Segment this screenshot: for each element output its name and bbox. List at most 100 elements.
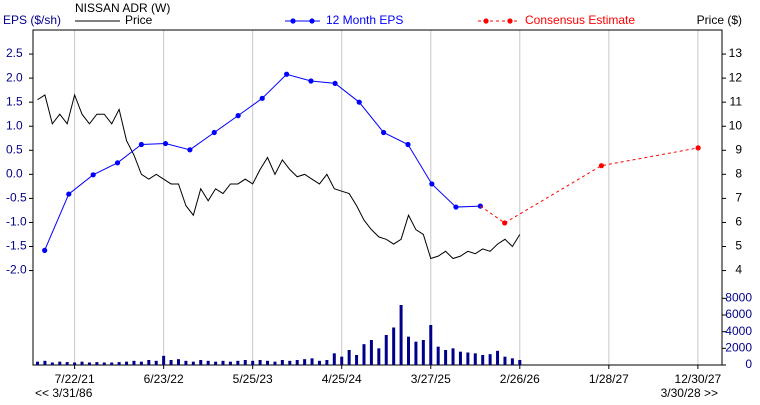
volume-bar [50, 362, 54, 365]
series-marker [187, 147, 193, 153]
volume-bar [488, 354, 492, 365]
y-tick-label: -0.5 [6, 191, 27, 205]
volume-bar [139, 361, 143, 365]
volume-bar [473, 353, 477, 365]
y-tick-label: 0.0 [6, 167, 23, 181]
volume-bar [458, 351, 462, 365]
y2-tick-label: 12 [729, 70, 743, 84]
volume-bar [73, 362, 77, 365]
volume-tick-label: 4000 [725, 324, 752, 338]
y-axis-label: EPS ($/sh) [3, 13, 61, 27]
series-marker [308, 78, 314, 84]
volume-bar [258, 360, 262, 365]
y2-tick-label: 5 [735, 239, 742, 253]
y2-tick-label: 4 [735, 263, 742, 277]
volume-bar [355, 355, 359, 365]
y2-axis-label: Price ($) [697, 13, 742, 27]
x-tick-label: 1/28/27 [589, 372, 629, 386]
volume-bar [332, 353, 336, 365]
legend-label: Consensus Estimate [525, 13, 635, 27]
y2-tick-label: 6 [735, 215, 742, 229]
series-marker [380, 129, 387, 136]
y2-tick-label: 11 [730, 94, 743, 108]
volume-bar [481, 355, 485, 365]
plot-frame [32, 29, 723, 366]
x-tick-label: 7/22/21 [55, 372, 95, 386]
y-tick-label: -1.0 [6, 215, 27, 229]
y2-tick-label: 9 [735, 142, 742, 156]
y-tick-label: 0.5 [6, 142, 23, 156]
series-marker [332, 80, 338, 87]
x-tick-label: 3/27/25 [411, 372, 451, 386]
series-marker [259, 95, 265, 101]
volume-bar [95, 362, 99, 365]
y-tick-label: 1.5 [6, 94, 23, 108]
volume-bar [340, 356, 344, 365]
y-tick-label: -1.5 [6, 239, 27, 253]
series-marker [66, 191, 72, 197]
y2-tick-label: 8 [735, 167, 742, 181]
volume-bar [444, 350, 448, 365]
legend-marker [483, 18, 489, 24]
volume-bar [414, 341, 418, 365]
series-marker [598, 163, 605, 169]
volume-bar [436, 346, 440, 365]
x-tick-label: 2/26/26 [500, 372, 540, 386]
volume-bar [169, 360, 173, 365]
volume-bar [191, 361, 195, 365]
volume-bar [362, 344, 366, 365]
legend-label: Price [125, 13, 153, 27]
series-line [504, 147, 699, 224]
volume-bar [310, 358, 314, 365]
volume-bar [518, 360, 522, 365]
volume-bar [176, 359, 180, 365]
volume-bar [303, 359, 307, 365]
volume-bar [43, 360, 47, 365]
volume-bar [206, 360, 210, 365]
series-marker [235, 113, 241, 119]
series-marker [284, 71, 290, 77]
series-marker [356, 99, 362, 105]
y-tick-label: -2.0 [6, 263, 27, 277]
volume-bar [288, 360, 292, 365]
estimate-connector [480, 205, 505, 224]
volume-tick-label: 6000 [725, 307, 752, 321]
volume-bar [399, 305, 403, 365]
chart-title: NISSAN ADR (W) [75, 1, 170, 15]
x-tick-label: 5/25/23 [233, 372, 273, 386]
volume-tick-label: 2000 [725, 341, 752, 355]
volume-bar [184, 360, 188, 365]
volume-bar [236, 360, 240, 365]
volume-bar [384, 335, 388, 365]
x-tick-label: 6/23/22 [144, 372, 184, 386]
volume-bar [80, 361, 84, 365]
series-marker [162, 140, 169, 147]
volume-bar [295, 360, 299, 365]
x-tick-label: 12/30/27 [675, 372, 722, 386]
volume-bar [87, 362, 91, 365]
y-tick-label: 2.5 [6, 46, 23, 60]
series-marker [429, 181, 435, 187]
series-line [37, 93, 521, 260]
series-marker [695, 145, 701, 151]
volume-bar [117, 362, 121, 365]
volume-bar [65, 362, 69, 365]
volume-bar [369, 340, 373, 365]
x-tick-label: 4/25/24 [322, 372, 362, 386]
range-start-label: << 3/31/86 [35, 386, 93, 400]
legend-label: 12 Month EPS [326, 13, 403, 27]
volume-tick-label: 0 [745, 357, 752, 371]
series-marker [90, 172, 96, 178]
volume-bar [317, 360, 321, 365]
volume-bar [280, 360, 284, 365]
volume-bar [392, 327, 396, 365]
volume-bar [199, 360, 203, 365]
series-marker [405, 141, 411, 148]
volume-bar [36, 361, 40, 365]
volume-bar [125, 361, 129, 365]
volume-bar [466, 352, 470, 365]
legend-marker [507, 18, 513, 24]
series-marker [211, 129, 217, 136]
